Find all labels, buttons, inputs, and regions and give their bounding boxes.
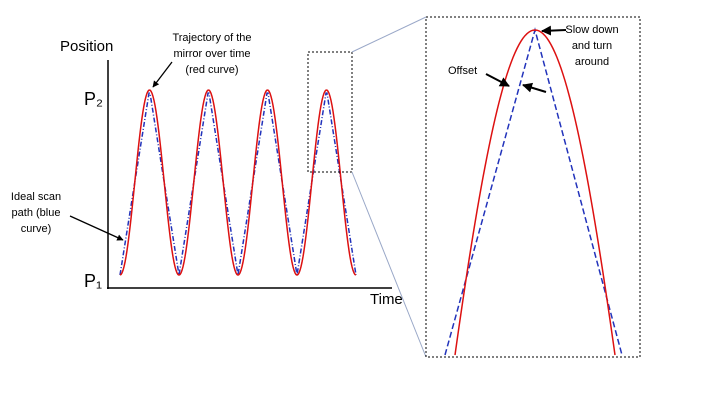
annotation: Ideal scan: [11, 191, 61, 203]
ideal-path-zoom: [444, 27, 623, 356]
annotation: mirror over time: [173, 48, 250, 60]
arrow: [485, 73, 510, 87]
zoom-curves: [444, 27, 623, 356]
zoom-connector: [351, 171, 427, 358]
annotation: around: [575, 56, 609, 68]
annotation: Offset: [448, 65, 477, 77]
annotation: (red curve): [185, 64, 238, 76]
zoom-connector: [351, 16, 427, 53]
annotation: path (blue: [12, 207, 61, 219]
x-label: Time: [370, 291, 403, 308]
annotations: Trajectory of the mirror over time (red …: [11, 24, 619, 241]
zoom-box: [425, 16, 641, 358]
annotation: Slow down: [565, 24, 618, 36]
zoom-region: [307, 51, 353, 173]
ideal-path: [119, 92, 357, 276]
arrow: [152, 61, 173, 88]
annotation: curve): [21, 223, 52, 235]
p2-label: P₂: [84, 89, 103, 109]
annotation: and turn: [572, 40, 612, 52]
arrow: [522, 82, 547, 93]
p1-label: P₁: [84, 271, 102, 291]
annotation: Trajectory of the: [172, 32, 251, 44]
mirror-trajectory: [119, 89, 357, 276]
arrow: [69, 215, 124, 241]
arrow: [541, 25, 567, 36]
mirror-trajectory-zoom: [454, 29, 616, 356]
y-label: Position: [60, 38, 113, 55]
curves: [119, 89, 357, 276]
